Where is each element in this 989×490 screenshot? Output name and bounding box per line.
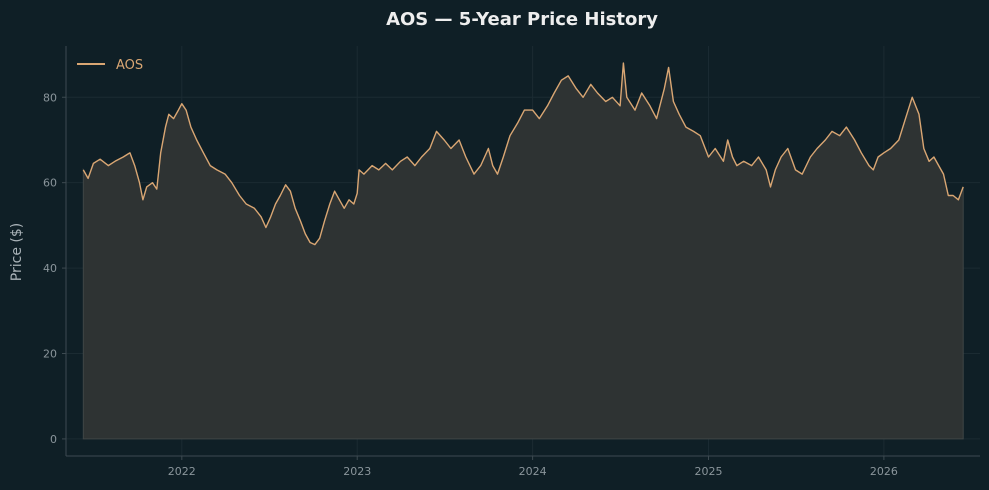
y-tick-label: 60 <box>43 177 57 190</box>
y-tick-label: 20 <box>43 348 57 361</box>
y-tick-label: 0 <box>50 433 57 446</box>
x-tick-label: 2026 <box>870 465 898 478</box>
x-tick-label: 2022 <box>168 465 196 478</box>
x-tick-label: 2025 <box>694 465 722 478</box>
legend-label-aos: AOS <box>116 58 143 73</box>
x-tick-label: 2023 <box>343 465 371 478</box>
x-tick-labels: 2022 2023 2024 2025 2026 <box>168 456 898 478</box>
plot-area <box>82 62 964 440</box>
axes <box>65 46 980 457</box>
y-axis-label: Price ($) <box>9 223 25 281</box>
y-tick-label: 80 <box>43 91 57 104</box>
y-tick-labels: 0 20 40 60 80 <box>43 91 66 446</box>
legend[interactable]: AOS <box>77 58 143 73</box>
y-tick-label: 40 <box>43 262 57 275</box>
series-area-fill <box>82 63 964 440</box>
chart-title: AOS — 5-Year Price History <box>386 9 658 30</box>
x-tick-label: 2024 <box>519 465 547 478</box>
series-line <box>82 62 964 246</box>
